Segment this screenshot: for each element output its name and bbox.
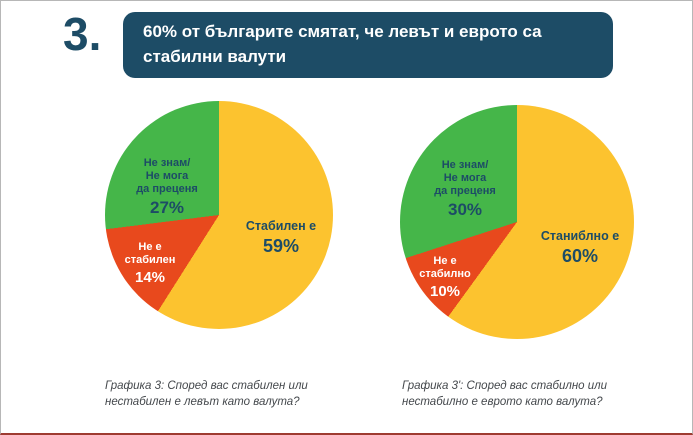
slice-percent: 10% [429, 282, 461, 300]
pie-chart-euro: Не знам/ Не мога да преценя 30% Не е ста… [400, 105, 634, 339]
slice-text: Не е стабилно [419, 255, 471, 280]
chart-caption-euro: Графика 3': Според вас стабилно или нест… [402, 380, 608, 409]
slice-percent: 59% [262, 235, 300, 256]
slice-percent: 60% [561, 245, 599, 266]
title-banner: 60% от българите смятат, че левът и евро… [123, 12, 613, 78]
page-title: 60% от българите смятат, че левът и евро… [143, 22, 542, 66]
slice-text: Стабилен е [245, 219, 317, 233]
slice-percent: 14% [134, 268, 166, 286]
slice-label-stable: Станиблно е 60% [528, 229, 632, 267]
slice-text: Не знам/ Не мога да преценя [136, 157, 198, 195]
pie-chart-lev: Не знам/ Не мога да преценя 27% Не е ста… [105, 101, 333, 329]
section-number: 3. [63, 8, 102, 60]
chart-caption-lev: Графика 3: Според вас стабилен или неста… [105, 380, 308, 409]
slice-percent: 30% [447, 199, 483, 219]
slice-text: Станиблно е [540, 229, 620, 243]
slice-percent: 27% [149, 197, 185, 217]
slice-label-dont-know: Не знам/ Не мога да преценя 27% [111, 157, 223, 218]
slice-label-not-stable: Не е стабилен 14% [107, 241, 193, 286]
slice-label-not-stable: Не е стабилно 10% [402, 255, 488, 300]
slice-text: Не е стабилен [124, 241, 176, 266]
slice-label-dont-know: Не знам/ Не мога да преценя 30% [408, 159, 522, 220]
slice-label-stable: Стабилен е 59% [231, 219, 331, 257]
slice-text: Не знам/ Не мога да преценя [434, 159, 496, 197]
